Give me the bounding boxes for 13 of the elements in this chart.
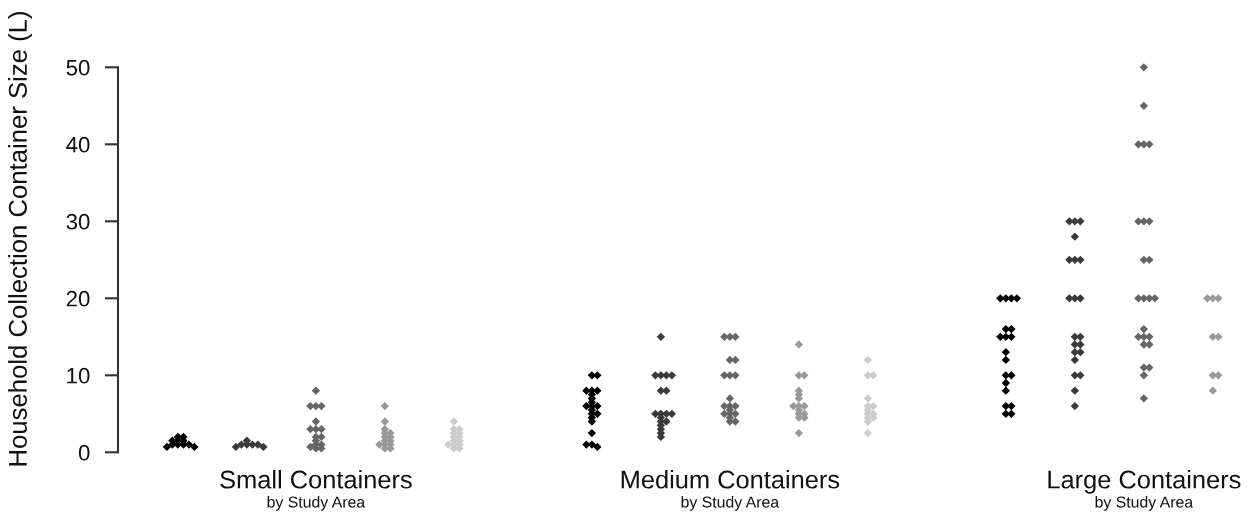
y-tick-label: 10: [67, 367, 90, 384]
x-tick-label: Medium Containers: [621, 469, 840, 489]
text: by Study Area: [1095, 496, 1194, 511]
y-tick-label: 0: [78, 444, 90, 461]
text: by Study Area: [267, 496, 366, 511]
y-axis-title: Household Collection Container Size (L): [8, 12, 33, 466]
x-tick-label: Large Containers: [1048, 469, 1241, 494]
y-tick-label: 30: [66, 213, 90, 230]
y-tick-label: 40: [66, 136, 90, 153]
x-tick-label: Small Containers: [220, 469, 412, 489]
y-tick-label: 50: [66, 59, 90, 76]
text: by Study Area: [681, 496, 780, 511]
y-tick-label: 20: [66, 290, 90, 307]
